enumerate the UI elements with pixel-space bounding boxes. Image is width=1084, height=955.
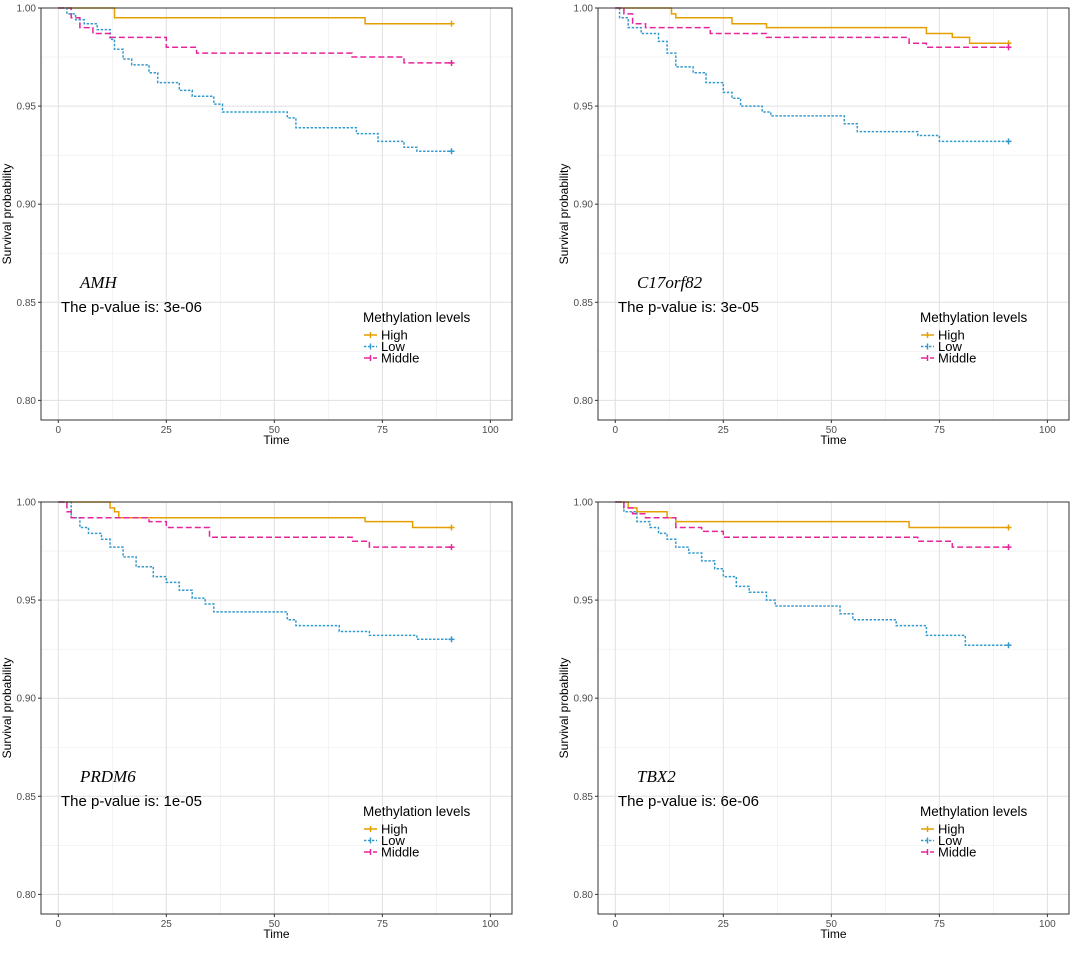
y-tick-label: 0.85: [17, 298, 37, 309]
gene-name: AMH: [79, 273, 119, 292]
y-tick-label: 1.00: [574, 498, 594, 509]
survival-curve-middle: [58, 7, 452, 64]
plot-border: [40, 7, 513, 421]
p-value-annotation: The p-value is: 3e-05: [618, 299, 759, 316]
plot-background: [598, 8, 1069, 420]
x-tick-label: 75: [377, 919, 389, 930]
survival-curve-middle: [615, 7, 1009, 48]
x-tick-label: 50: [826, 425, 838, 436]
legend-label-middle: Middle: [938, 351, 976, 366]
legend-label-high: High: [381, 822, 408, 837]
plot-background: [41, 502, 512, 914]
plot-border: [40, 501, 513, 915]
legend-label-low: Low: [938, 339, 962, 354]
x-tick-label: 75: [377, 425, 389, 436]
chart-panel-prdm6: 0 25 50 75 100 0.80 0.85 0.90 0.95 1.00 Time Surviv…: [0, 498, 513, 941]
survival-curve-middle: [615, 501, 1009, 548]
y-tick-label: 0.80: [574, 890, 594, 901]
x-tick-label: 0: [56, 919, 62, 930]
y-tick-label: 0.80: [17, 890, 37, 901]
chart-panel-amh: 0 25 50 75 100 0.80 0.85 0.90 0.95 1.00 Time Surviv…: [0, 4, 513, 447]
gene-name: TBX2: [637, 767, 676, 786]
y-tick-label: 0.90: [574, 694, 594, 705]
y-tick-label: 0.90: [17, 200, 37, 211]
x-axis-title: Time: [820, 433, 847, 447]
legend-label-low: Low: [381, 339, 405, 354]
legend-label-low: Low: [381, 833, 405, 848]
y-tick-label: 0.80: [574, 396, 594, 407]
y-axis-title: Survival probability: [557, 164, 571, 265]
legend-label-middle: Middle: [938, 845, 976, 860]
survival-curve-high: [615, 501, 1009, 529]
survival-curve-low: [615, 501, 1009, 646]
y-axis-title: Survival probability: [557, 658, 571, 759]
gene-name: PRDM6: [79, 767, 136, 786]
y-tick-label: 0.95: [17, 102, 37, 113]
legend-label-high: High: [938, 328, 965, 343]
x-axis-title: Time: [263, 433, 290, 447]
y-tick-label: 0.90: [574, 200, 594, 211]
x-tick-label: 50: [269, 425, 281, 436]
y-tick-label: 0.85: [574, 298, 594, 309]
x-tick-label: 0: [613, 919, 619, 930]
legend-label-middle: Middle: [381, 351, 419, 366]
x-tick-label: 0: [56, 425, 62, 436]
legend-label-low: Low: [938, 833, 962, 848]
y-tick-label: 0.95: [17, 596, 37, 607]
survival-curve-high: [58, 501, 452, 529]
legend-label-high: High: [381, 328, 408, 343]
x-axis-title: Time: [263, 927, 290, 941]
x-axis-title: Time: [820, 927, 847, 941]
x-tick-label: 100: [482, 425, 499, 436]
x-tick-label: 25: [718, 919, 730, 930]
survival-curve-high: [615, 7, 1009, 45]
legend-title: Methylation levels: [920, 804, 1028, 819]
legend-title: Methylation levels: [363, 804, 471, 819]
y-axis-title: Survival probability: [0, 164, 14, 265]
x-tick-label: 0: [613, 425, 619, 436]
legend-label-high: High: [938, 822, 965, 837]
plot-background: [598, 502, 1069, 914]
x-tick-label: 75: [934, 425, 946, 436]
survival-curve-low: [58, 7, 452, 152]
x-tick-label: 100: [1039, 919, 1056, 930]
y-tick-label: 0.95: [574, 596, 594, 607]
y-tick-label: 0.85: [17, 792, 37, 803]
x-tick-label: 100: [482, 919, 499, 930]
x-tick-label: 25: [161, 919, 173, 930]
x-tick-label: 50: [269, 919, 281, 930]
p-value-annotation: The p-value is: 1e-05: [61, 793, 202, 810]
plot-background: [41, 8, 512, 420]
gene-name: C17orf82: [637, 273, 703, 292]
p-value-annotation: The p-value is: 3e-06: [61, 299, 202, 316]
y-tick-label: 0.90: [17, 694, 37, 705]
x-tick-label: 25: [161, 425, 173, 436]
x-tick-label: 100: [1039, 425, 1056, 436]
y-axis-title: Survival probability: [0, 658, 14, 759]
legend-label-middle: Middle: [381, 845, 419, 860]
y-tick-label: 0.85: [574, 792, 594, 803]
p-value-annotation: The p-value is: 6e-06: [618, 793, 759, 810]
legend-title: Methylation levels: [920, 310, 1028, 325]
y-tick-label: 0.80: [17, 396, 37, 407]
legend-title: Methylation levels: [363, 310, 471, 325]
y-tick-label: 1.00: [17, 4, 37, 15]
chart-panel-c17orf82: 0 25 50 75 100 0.80 0.85 0.90 0.95 1.00 Time Surviv…: [557, 4, 1070, 447]
x-tick-label: 25: [718, 425, 730, 436]
survival-curve-middle: [58, 501, 452, 548]
plot-border: [597, 7, 1070, 421]
y-tick-label: 1.00: [574, 4, 594, 15]
survival-curve-low: [58, 501, 452, 641]
y-tick-label: 1.00: [17, 498, 37, 509]
x-tick-label: 75: [934, 919, 946, 930]
plot-border: [597, 501, 1070, 915]
chart-panel-tbx2: 0 25 50 75 100 0.80 0.85 0.90 0.95 1.00 Time Surviv…: [557, 498, 1070, 941]
y-tick-label: 0.95: [574, 102, 594, 113]
x-tick-label: 50: [826, 919, 838, 930]
